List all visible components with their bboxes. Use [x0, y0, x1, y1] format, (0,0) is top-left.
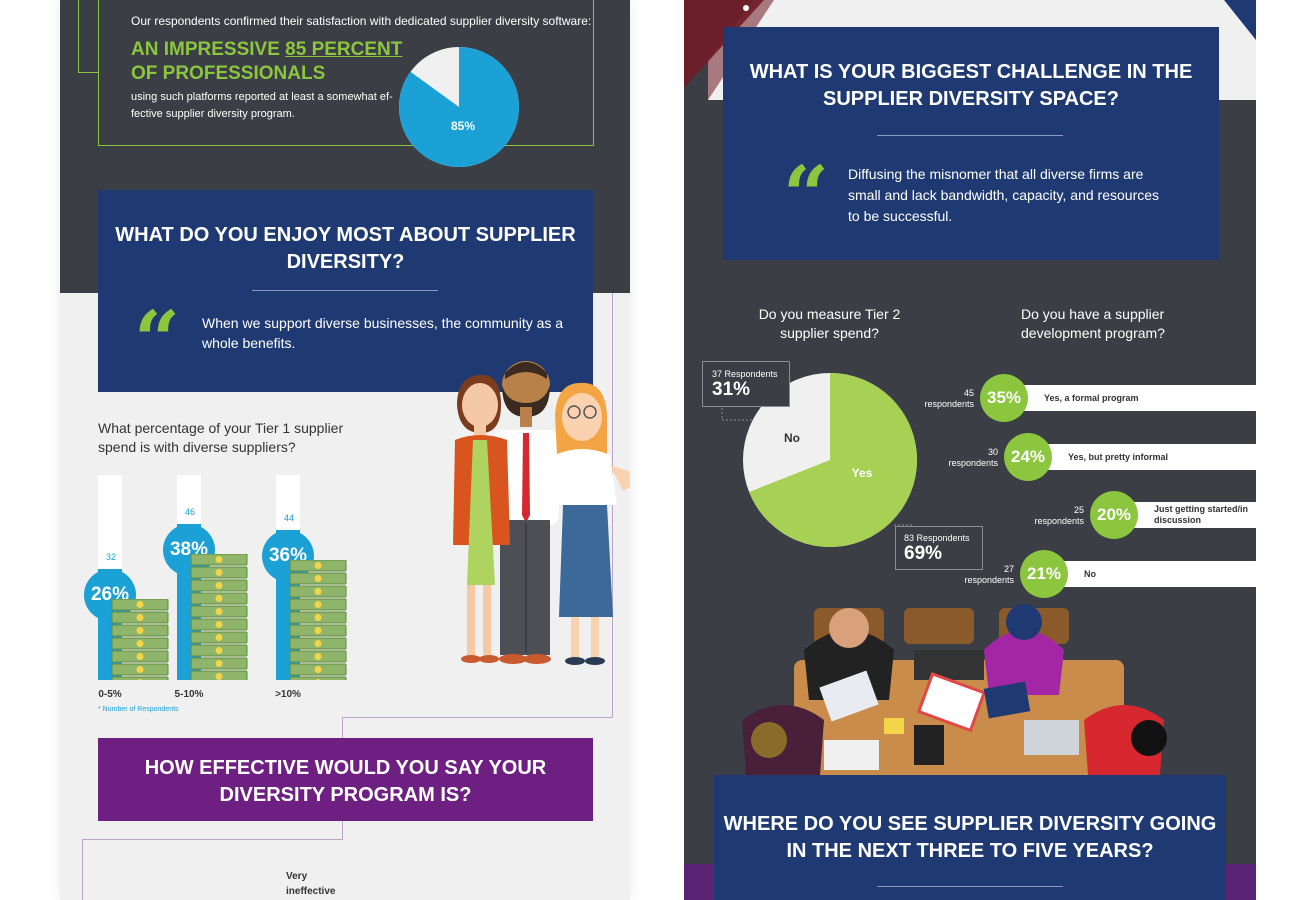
headline-highlight: 85 PERCENT — [285, 39, 403, 60]
very-ineffective-label: Very ineffective — [286, 871, 336, 897]
connector-line — [342, 821, 343, 840]
dev-respondent-count: 30 respondents — [928, 447, 998, 469]
dev-program-question: Do you have a supplier development progr… — [1021, 306, 1165, 341]
woman-left-figure — [453, 374, 510, 663]
bar-respondent-count: 46 — [185, 507, 196, 517]
no-respondents-callout: 37 Respondents 31% — [702, 361, 790, 407]
pie-85-label: 85% — [451, 119, 475, 133]
dev-respondent-count: 45 respondents — [904, 388, 974, 410]
dev-respondent-count: 25 respondents — [1014, 505, 1084, 527]
dev-count-unit: respondents — [948, 458, 998, 468]
tier1-question: What percentage of your Tier 1 supplier … — [98, 420, 344, 455]
tier2-pie-chart: No Yes — [743, 373, 917, 547]
bar-category-label: 0-5% — [98, 689, 122, 700]
connector-line — [82, 839, 83, 900]
dev-percent-bubble: 35% — [980, 374, 1028, 422]
dev-option-label: Yes, a formal program — [1044, 392, 1139, 403]
bar-category-label: 5-10% — [174, 689, 204, 700]
leader-lines — [721, 408, 914, 526]
dev-count: 27 — [1003, 564, 1014, 574]
divider — [252, 290, 438, 291]
connector-line — [342, 717, 613, 718]
future-title: WHERE DO YOU SEE SUPPLIER DIVERSITY GOIN… — [723, 813, 1217, 862]
dev-count-unit: respondents — [924, 399, 974, 409]
money-stack-icon — [190, 554, 248, 680]
meeting-illustration — [742, 604, 1167, 780]
people-illustration — [453, 361, 630, 665]
right-infographic-panel: WHAT IS YOUR BIGGEST CHALLENGE IN THE SU… — [684, 0, 1256, 900]
purple-strip — [1226, 864, 1256, 900]
bar-respondent-count: 32 — [106, 552, 117, 562]
woman-right-figure — [555, 382, 630, 665]
no-respondents-count: 37 Respondents — [712, 369, 778, 379]
dev-count: 45 — [963, 388, 974, 398]
footnote: * Number of Respondents — [98, 706, 179, 713]
yes-respondents-count: 83 Respondents — [904, 533, 970, 543]
tier2-question: Do you measure Tier 2 supplier spend? — [758, 306, 901, 341]
dev-percent-bubble: 20% — [1090, 491, 1138, 539]
challenge-question-box: WHAT IS YOUR BIGGEST CHALLENGE IN THE SU… — [723, 27, 1219, 260]
connector-line — [342, 717, 343, 738]
effective-question-box: HOW EFFECTIVE WOULD YOU SAY YOUR DIVERSI… — [98, 738, 593, 821]
quote-icon: “ — [134, 293, 181, 387]
enjoy-quote: When we support diverse businesses, the … — [202, 315, 564, 351]
dev-percent-bubble: 21% — [1020, 550, 1068, 598]
dev-option-label: Just getting started/in discussion — [1154, 504, 1249, 525]
connector-line — [78, 0, 79, 72]
dev-count-unit: respondents — [1034, 516, 1084, 526]
dev-count: 25 — [1073, 505, 1084, 515]
satisfaction-box: Our respondents confirmed their satisfac… — [98, 0, 594, 146]
satisfaction-desc: using such platforms reported at least a… — [131, 91, 393, 120]
divider — [877, 135, 1063, 136]
dev-option-label: Yes, but pretty informal — [1068, 451, 1169, 462]
divider — [877, 886, 1063, 887]
enjoy-title: WHAT DO YOU ENJOY MOST ABOUT SUPPLIER DI… — [115, 224, 576, 273]
pie-85-slice — [399, 47, 519, 167]
money-stack-icon — [289, 560, 347, 680]
headline-part: AN IMPRESSIVE — [131, 39, 286, 60]
enjoy-question-box: WHAT DO YOU ENJOY MOST ABOUT SUPPLIER DI… — [98, 190, 593, 392]
challenge-title: WHAT IS YOUR BIGGEST CHALLENGE IN THE SU… — [749, 61, 1193, 110]
satisfaction-pie-chart: 85% — [399, 47, 519, 167]
connector-line — [78, 72, 98, 73]
dev-respondent-count: 27 respondents — [944, 564, 1014, 586]
no-respondents-pct: 31% — [712, 379, 751, 400]
connector-line — [612, 293, 613, 718]
purple-strip — [684, 864, 714, 900]
dev-program-row: Yes, a formal program — [990, 385, 1256, 411]
headline-part: OF PROFESSIONALS — [131, 63, 326, 84]
bar-respondent-count: 44 — [284, 513, 295, 523]
connector-line — [82, 839, 343, 840]
challenge-quote: Diffusing the misnomer that all diverse … — [848, 166, 1160, 224]
effective-title: HOW EFFECTIVE WOULD YOU SAY YOUR DIVERSI… — [144, 757, 547, 806]
dev-option-label: No — [1084, 568, 1096, 579]
money-stack-icon — [111, 599, 169, 680]
dev-count-unit: respondents — [964, 575, 1014, 585]
satisfaction-headline: AN IMPRESSIVE 85 PERCENT OF PROFESSIONAL… — [131, 38, 402, 86]
future-question-box: WHERE DO YOU SEE SUPPLIER DIVERSITY GOIN… — [714, 775, 1226, 900]
pie-yes-slice — [749, 373, 917, 547]
bar-category-label: >10% — [275, 689, 301, 700]
yes-respondents-pct: 69% — [904, 543, 943, 564]
dev-count: 30 — [987, 447, 998, 457]
pie-no-label: No — [784, 431, 800, 445]
satisfaction-intro: Our respondents confirmed their satisfac… — [131, 14, 592, 28]
quote-icon: “ — [783, 148, 830, 242]
dev-program-row: Yes, but pretty informal — [1014, 444, 1256, 470]
pie-yes-label: Yes — [852, 466, 873, 480]
dev-percent-bubble: 24% — [1004, 433, 1052, 481]
left-infographic-panel: Our respondents confirmed their satisfac… — [60, 0, 630, 900]
yes-respondents-callout: 83 Respondents 69% — [895, 526, 983, 570]
